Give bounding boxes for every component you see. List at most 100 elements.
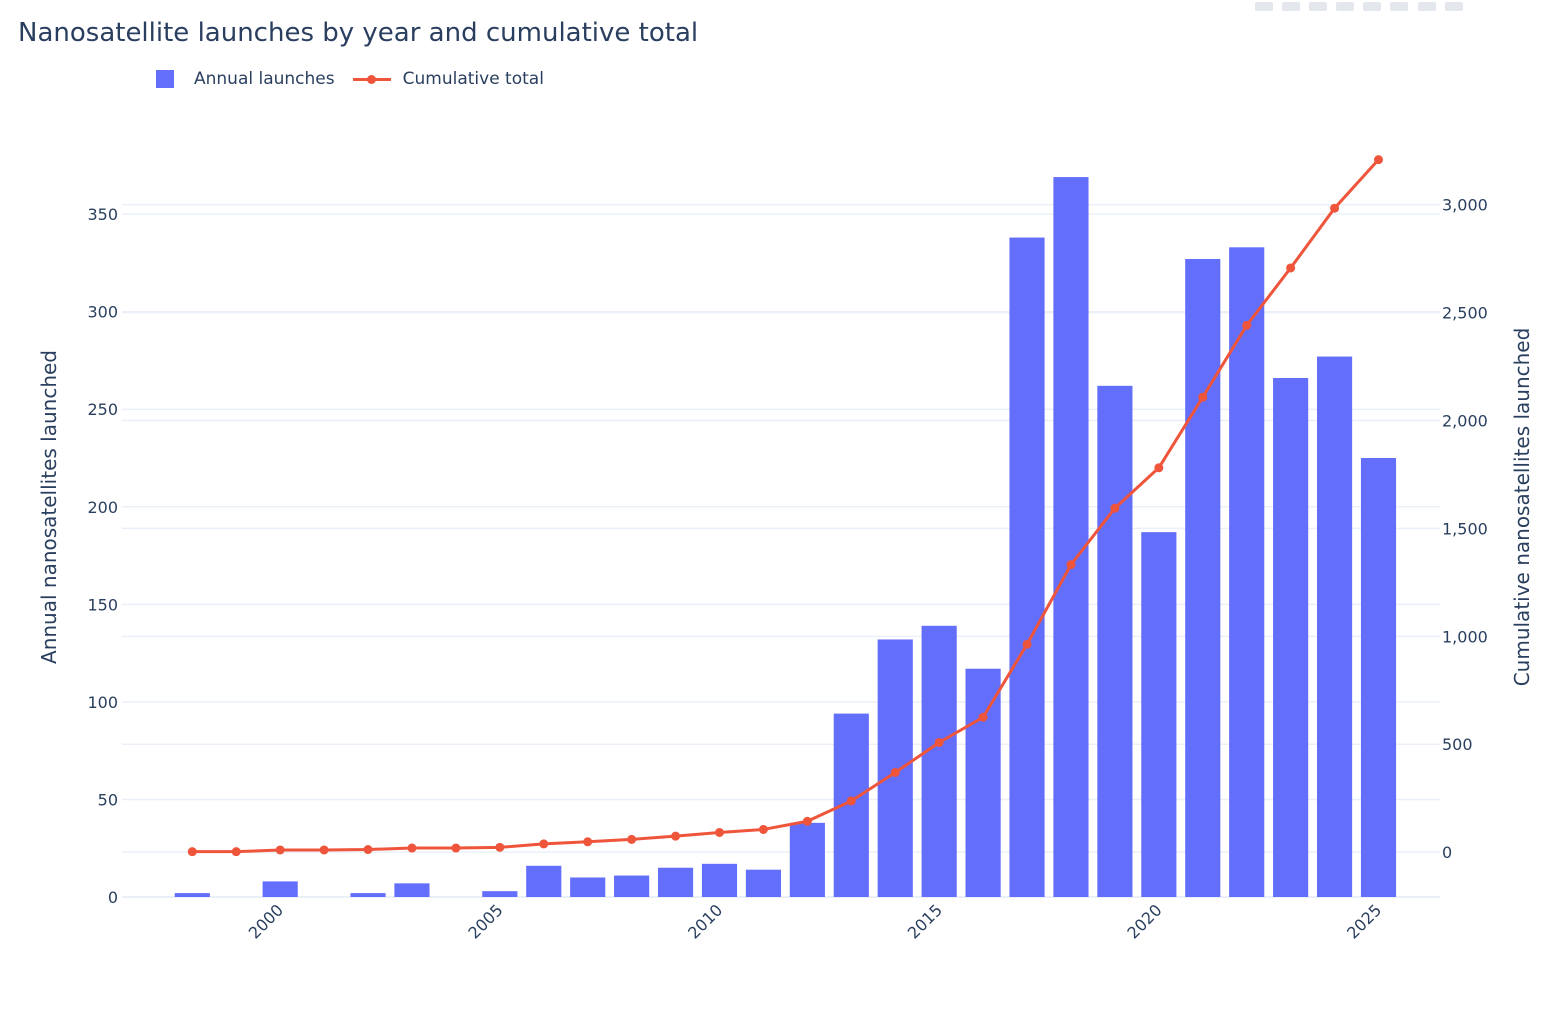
- zoom-in-icon[interactable]: [1390, 2, 1409, 11]
- left-y-tick-label: 50: [98, 790, 118, 809]
- line-point: [1066, 560, 1076, 570]
- line-point: [275, 845, 285, 855]
- zoom-out-icon[interactable]: [1417, 2, 1436, 11]
- chart-title: Nanosatellite launches by year and cumul…: [18, 18, 699, 48]
- line-point: [846, 796, 856, 806]
- lasso-icon[interactable]: [1363, 2, 1382, 11]
- left-y-tick-label: 350: [87, 205, 118, 224]
- bar: [745, 869, 781, 897]
- legend-item-cumulative[interactable]: Cumulative total: [351, 69, 544, 89]
- line-point: [1198, 392, 1208, 402]
- x-tick-label: 2000: [245, 900, 287, 942]
- x-ticks: 2000 2005 2010 2015 2020 2025: [245, 900, 1386, 942]
- right-y-ticks: 0 500 1,000 1,500 2,000 2,500 3,000: [1442, 196, 1488, 862]
- autoscale-icon[interactable]: [1444, 2, 1463, 11]
- bar: [174, 893, 210, 897]
- legend-swatch-bar: [156, 70, 174, 88]
- line-point: [495, 842, 505, 852]
- chart-legend: Annual launches Cumulative total: [150, 66, 560, 92]
- x-tick-label: 2005: [464, 900, 506, 942]
- left-y-tick-label: 250: [87, 400, 118, 419]
- line-point: [802, 816, 812, 826]
- legend-item-annual[interactable]: Annual launches: [150, 69, 335, 89]
- line-point: [187, 847, 197, 857]
- line-point: [583, 837, 593, 847]
- line-point: [407, 843, 417, 853]
- left-gridlines: [122, 213, 1440, 898]
- zoom-icon[interactable]: [1282, 2, 1301, 11]
- camera-icon[interactable]: [1255, 2, 1273, 11]
- left-axis-title: Annual nanosatellites launched: [37, 350, 61, 664]
- bar: [789, 822, 825, 897]
- bar: [1185, 259, 1221, 897]
- left-y-tick-label: 150: [87, 595, 118, 614]
- bar: [262, 881, 298, 897]
- right-y-tick-label: 2,500: [1442, 304, 1488, 323]
- bar: [1053, 177, 1089, 897]
- right-axis-title: Cumulative nanosatellites launched: [1510, 328, 1534, 687]
- bar: [570, 877, 606, 897]
- bar: [614, 875, 650, 897]
- line-point: [890, 767, 900, 777]
- right-y-tick-label: 1,000: [1442, 627, 1488, 646]
- bar: [1097, 385, 1133, 897]
- left-y-tick-label: 300: [87, 303, 118, 322]
- line-point: [934, 737, 944, 747]
- line-point: [1022, 639, 1032, 649]
- box-select-icon[interactable]: [1336, 2, 1355, 11]
- line-point: [319, 845, 329, 855]
- right-y-tick-label: 0: [1442, 843, 1452, 862]
- line-point: [671, 831, 681, 841]
- x-tick-label: 2015: [904, 900, 946, 942]
- left-y-ticks: 0 50 100 150 200 250 300 350: [87, 205, 118, 907]
- chart-toolbar[interactable]: [1255, 0, 1555, 11]
- bar: [394, 883, 430, 897]
- cumulative-line: [192, 158, 1380, 854]
- bar: [350, 893, 386, 897]
- line-point: [1286, 263, 1296, 273]
- left-y-tick-label: 0: [108, 888, 118, 907]
- line-point: [1373, 155, 1383, 165]
- line-point: [1154, 463, 1164, 473]
- legend-label-annual: Annual launches: [194, 69, 335, 89]
- line-series[interactable]: [187, 155, 1383, 857]
- right-y-tick-label: 500: [1442, 735, 1473, 754]
- bar: [482, 891, 518, 897]
- bar: [1009, 237, 1045, 898]
- line-point: [758, 824, 768, 834]
- bar: [1229, 247, 1265, 897]
- bar: [1316, 356, 1353, 897]
- bar: [1273, 378, 1309, 898]
- legend-label-cumulative: Cumulative total: [402, 69, 544, 89]
- left-y-tick-label: 200: [87, 498, 118, 517]
- bar: [1141, 532, 1177, 897]
- line-point: [714, 827, 724, 837]
- line-point: [1110, 503, 1120, 513]
- line-point: [978, 712, 988, 722]
- bar: [657, 867, 694, 897]
- right-y-tick-label: 2,000: [1442, 412, 1488, 431]
- right-gridlines: [122, 203, 1440, 853]
- line-point: [539, 839, 549, 849]
- bar: [965, 668, 1001, 897]
- bar: [1360, 458, 1397, 897]
- line-point: [451, 843, 461, 853]
- left-y-tick-label: 100: [87, 693, 118, 712]
- bar-series[interactable]: [174, 177, 1397, 898]
- pan-icon[interactable]: [1309, 2, 1328, 11]
- line-point: [627, 834, 637, 844]
- right-y-tick-label: 3,000: [1442, 196, 1488, 215]
- x-tick-label: 2025: [1343, 900, 1385, 942]
- line-point: [1242, 320, 1252, 330]
- bar: [921, 625, 957, 897]
- right-y-tick-label: 1,500: [1442, 519, 1488, 538]
- bar: [526, 865, 562, 897]
- line-point: [1330, 203, 1340, 213]
- x-tick-label: 2010: [684, 900, 726, 942]
- bar: [701, 863, 738, 897]
- line-point: [363, 845, 373, 855]
- x-tick-label: 2020: [1123, 900, 1165, 942]
- line-point: [231, 847, 241, 857]
- legend-swatch-line: [351, 70, 393, 88]
